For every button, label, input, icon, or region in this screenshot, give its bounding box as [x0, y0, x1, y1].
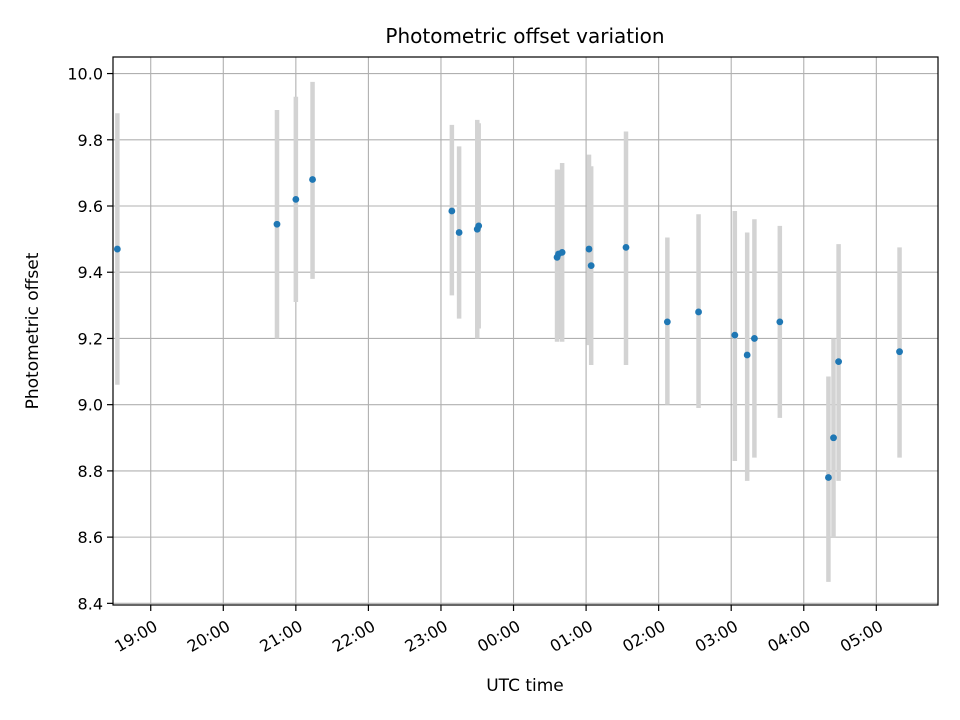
data-points	[113, 176, 903, 481]
data-point	[825, 474, 832, 481]
data-point	[743, 351, 751, 359]
y-tick-label: 9.6	[78, 197, 103, 216]
y-tick-label: 9.0	[78, 396, 103, 415]
data-point	[475, 222, 483, 230]
data-point	[830, 434, 837, 442]
data-point	[558, 248, 566, 256]
y-tick-label: 8.8	[78, 462, 103, 481]
data-point	[835, 358, 842, 366]
y-tick-label: 9.8	[78, 131, 103, 150]
y-tick-label: 8.4	[78, 594, 103, 613]
y-axis-label: Photometric offset	[23, 252, 43, 409]
data-point	[455, 229, 463, 236]
data-point	[731, 331, 739, 339]
chart-title: Photometric offset variation	[385, 24, 664, 48]
grid	[113, 57, 938, 605]
data-point	[292, 195, 300, 203]
data-point	[309, 176, 316, 183]
x-axis-label: UTC time	[486, 676, 564, 696]
data-point	[663, 318, 671, 326]
data-point	[776, 318, 784, 326]
data-point	[622, 243, 630, 251]
data-point	[273, 220, 281, 228]
data-point	[695, 308, 702, 316]
y-tick-label: 8.6	[78, 528, 103, 547]
y-tick-label: 9.4	[78, 263, 103, 282]
data-point	[587, 262, 595, 270]
data-point	[113, 245, 121, 253]
y-tick-label: 10.0	[67, 65, 103, 84]
y-axis: 8.4 8.6 8.8 9.0 9.2 9.4 9.6 9.8 10.0	[67, 65, 113, 613]
plot-frame	[112, 56, 939, 606]
y-tick-label: 9.2	[78, 329, 103, 348]
data-point	[585, 245, 593, 253]
data-point	[751, 335, 758, 342]
data-point	[448, 207, 456, 215]
data-point	[896, 348, 903, 356]
